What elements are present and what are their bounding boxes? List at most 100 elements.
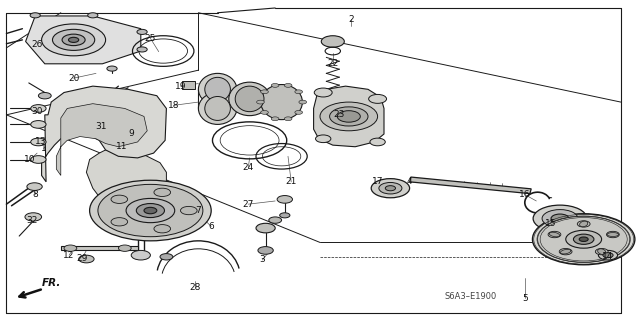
Circle shape [52,29,95,50]
Circle shape [25,213,42,221]
Text: S6A3–E1900: S6A3–E1900 [445,293,497,301]
Ellipse shape [205,78,230,101]
Circle shape [111,218,127,226]
Circle shape [269,217,282,223]
Ellipse shape [236,86,264,112]
Circle shape [271,84,279,87]
Ellipse shape [561,249,571,254]
Text: 18: 18 [168,101,180,110]
Circle shape [323,102,342,112]
Circle shape [137,47,147,52]
Text: 11: 11 [116,142,127,151]
Circle shape [107,66,117,71]
Ellipse shape [198,73,237,105]
Text: 25: 25 [145,34,156,43]
Text: 26: 26 [31,40,43,49]
Text: 8: 8 [33,190,38,199]
Circle shape [98,184,203,237]
Text: 14: 14 [602,252,614,261]
Circle shape [277,196,292,203]
Text: 3: 3 [260,256,265,264]
Text: 1: 1 [41,144,46,153]
Circle shape [369,94,387,103]
Circle shape [337,111,360,122]
Text: 13: 13 [35,137,46,146]
Circle shape [607,231,620,238]
Circle shape [137,29,147,34]
Circle shape [559,249,572,255]
Ellipse shape [198,93,237,124]
Circle shape [370,138,385,146]
Circle shape [31,156,46,163]
Polygon shape [61,246,138,250]
Polygon shape [314,86,384,147]
Circle shape [62,34,85,46]
Ellipse shape [229,82,271,116]
Circle shape [551,214,569,223]
Text: 29: 29 [76,254,88,263]
Circle shape [284,84,292,87]
Text: 5: 5 [522,294,527,303]
Polygon shape [410,177,531,194]
Polygon shape [86,148,166,204]
Text: 32: 32 [26,216,38,225]
Circle shape [79,255,94,263]
Circle shape [30,13,40,18]
Ellipse shape [205,96,230,120]
Circle shape [316,135,331,143]
Circle shape [88,13,98,18]
Polygon shape [26,16,141,64]
Circle shape [595,249,608,255]
Text: 19: 19 [175,82,186,91]
Circle shape [385,186,396,191]
Circle shape [257,100,264,104]
Circle shape [299,100,307,104]
Circle shape [548,231,561,238]
Circle shape [371,179,410,198]
Circle shape [144,207,157,214]
Polygon shape [182,81,195,89]
Circle shape [320,102,378,131]
Text: 20: 20 [68,74,79,83]
Circle shape [284,117,292,121]
Circle shape [573,234,594,244]
Text: 24: 24 [243,163,254,172]
Text: 15: 15 [545,219,556,228]
Text: 4: 4 [407,177,412,186]
Circle shape [31,138,46,146]
Circle shape [68,37,79,42]
Polygon shape [56,104,147,175]
Circle shape [328,113,344,120]
Circle shape [314,88,332,97]
Text: 23: 23 [333,110,345,119]
Text: 22: 22 [327,59,339,68]
Polygon shape [42,86,166,182]
Circle shape [295,110,303,114]
Circle shape [64,245,77,251]
Circle shape [280,213,290,218]
Ellipse shape [580,221,588,227]
Circle shape [154,188,171,197]
Circle shape [131,250,150,260]
Text: 30: 30 [31,107,43,116]
Circle shape [379,182,402,194]
Circle shape [38,93,51,99]
Text: 28: 28 [189,283,201,292]
Circle shape [542,210,578,227]
Circle shape [111,195,127,204]
Circle shape [31,105,46,112]
Circle shape [180,206,197,215]
Text: 17: 17 [372,177,383,186]
Text: 31: 31 [95,122,107,130]
Circle shape [603,253,613,258]
Text: 16: 16 [519,190,531,199]
Text: FR.: FR. [42,278,61,288]
Circle shape [271,117,279,121]
Text: 21: 21 [285,177,297,186]
Text: 2: 2 [348,15,353,24]
Circle shape [258,247,273,254]
Circle shape [538,216,630,262]
Circle shape [136,204,164,218]
Text: 12: 12 [63,251,75,260]
Ellipse shape [549,232,559,237]
